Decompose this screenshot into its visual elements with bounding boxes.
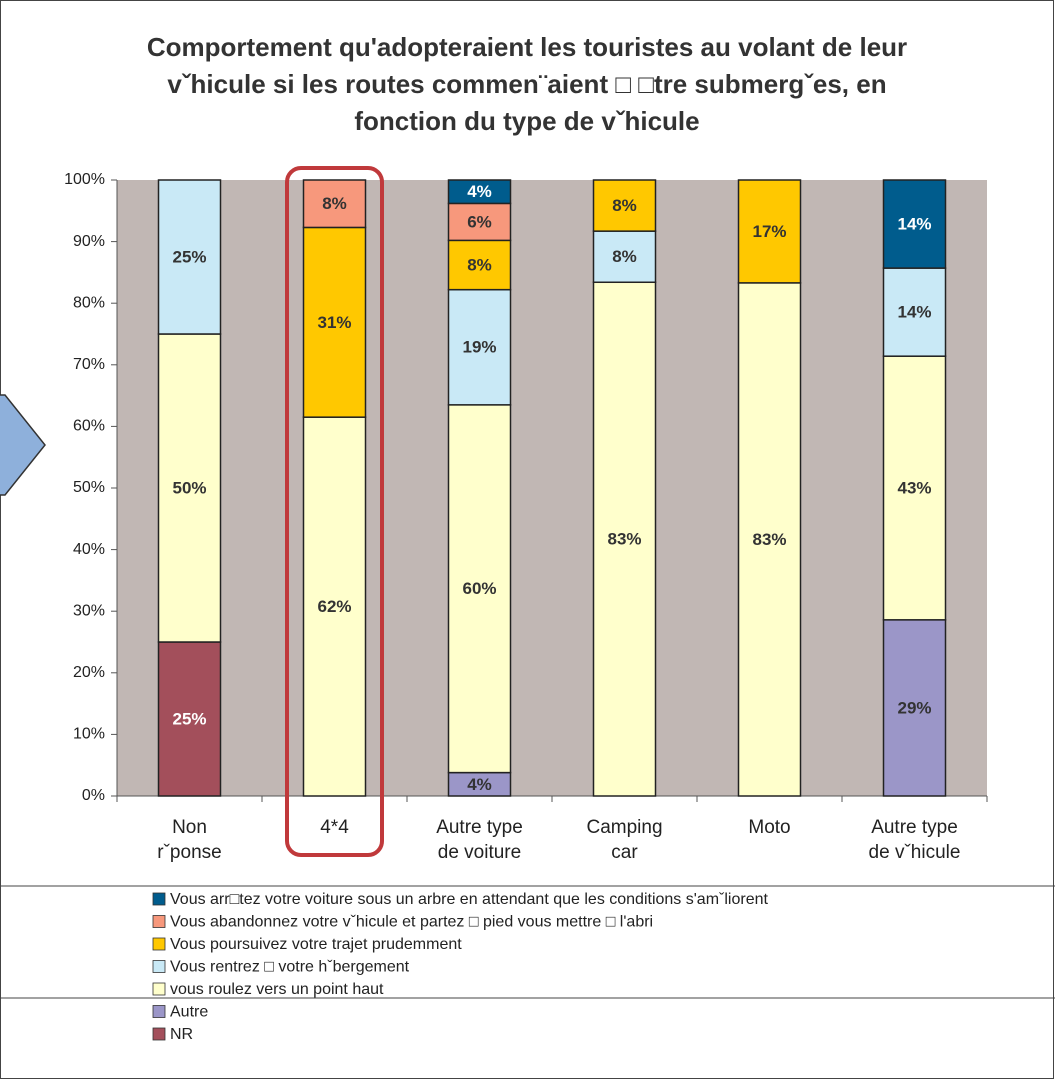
arrow-shape xyxy=(0,394,46,496)
plot-area: 0% 10% 20% 30% 40% 50% 60% 70% 80% 90% 100% 25% 50% 2… xyxy=(64,171,988,804)
bar-segment xyxy=(737,179,802,284)
y-tick-label: 60% xyxy=(73,418,105,435)
x-tick-label: Autre type de voiture xyxy=(436,817,523,863)
bar-segment xyxy=(157,179,222,335)
y-tick-label: 80% xyxy=(73,294,105,311)
y-tick-label: 0% xyxy=(82,787,105,804)
bar-segment xyxy=(447,202,512,242)
data-label: 6% xyxy=(467,212,492,231)
legend-label: Autre xyxy=(170,1004,208,1021)
bar-segment xyxy=(592,230,657,284)
data-label: 43% xyxy=(897,478,931,497)
bar-segment xyxy=(302,179,367,229)
x-tick-label: Moto xyxy=(748,817,791,838)
legend-swatch xyxy=(152,937,166,951)
data-label: 29% xyxy=(897,698,931,717)
bar-segment xyxy=(592,179,657,232)
legend-label: Vous abandonnez votre vˇhicule et partez… xyxy=(170,914,653,931)
data-label: 4% xyxy=(467,182,492,201)
data-label: 4% xyxy=(467,775,492,794)
bar-segment xyxy=(447,288,512,406)
y-tick-label: 90% xyxy=(73,233,105,250)
legend-swatch xyxy=(152,1005,166,1018)
x-tick-label: Camping car xyxy=(586,817,663,863)
data-label: 17% xyxy=(752,222,786,241)
legend-swatch xyxy=(152,892,166,906)
data-label: 62% xyxy=(317,597,351,616)
data-label: 14% xyxy=(897,303,931,322)
x-tick-label: 4*4 xyxy=(320,817,349,838)
bar-segment xyxy=(737,282,802,797)
bar-segment xyxy=(157,333,222,643)
y-tick-label: 20% xyxy=(73,664,105,681)
bar-segment xyxy=(882,619,947,797)
bar-segment xyxy=(302,226,367,418)
bar-segment xyxy=(302,416,367,797)
legend-label: Vous rentrez □ votre hˇbergement xyxy=(170,959,410,976)
data-label: 8% xyxy=(612,247,637,266)
legend-label: NR xyxy=(170,1026,193,1043)
y-tick-label: 40% xyxy=(73,541,105,558)
data-label: 50% xyxy=(172,478,206,497)
bar-segment xyxy=(882,267,947,357)
bar-segment xyxy=(447,179,512,205)
plot-background xyxy=(117,180,987,796)
data-label: 19% xyxy=(462,338,496,357)
legend-swatch xyxy=(152,982,166,996)
legend-label: Vous poursuivez votre trajet prudemment xyxy=(170,936,462,953)
x-tick-label: Autre type de vˇhicule xyxy=(868,817,961,863)
data-label: 31% xyxy=(317,313,351,332)
chart-title: Comportement qu'adopteraient les tourist… xyxy=(146,32,908,136)
legend-label: vous roulez vers un point haut xyxy=(170,981,384,998)
y-tick-label: 50% xyxy=(73,479,105,496)
bar-segment xyxy=(882,355,947,621)
x-tick-label: Non rˇponse xyxy=(157,817,222,863)
bar-segment xyxy=(447,404,512,774)
y-tick-label: 70% xyxy=(73,356,105,373)
y-tick-label: 100% xyxy=(64,171,105,188)
data-label: 83% xyxy=(752,530,786,549)
bar-segment xyxy=(157,641,222,797)
legend-swatch xyxy=(152,960,166,973)
legend-label: Vous arr□tez votre voiture sous un arbre… xyxy=(170,891,768,908)
bar-segment xyxy=(592,281,657,797)
y-tick-label: 10% xyxy=(73,726,105,743)
data-label: 8% xyxy=(612,196,637,215)
data-label: 8% xyxy=(467,255,492,274)
data-label: 60% xyxy=(462,579,496,598)
data-label: 83% xyxy=(607,530,641,549)
data-label: 25% xyxy=(172,247,206,266)
highlight-frame xyxy=(285,166,384,857)
legend-swatch xyxy=(152,1027,166,1041)
legend-swatch xyxy=(152,915,166,928)
bar-segment xyxy=(882,179,947,269)
bar-segment xyxy=(447,239,512,291)
y-tick-label: 30% xyxy=(73,602,105,619)
data-label: 8% xyxy=(322,194,347,213)
data-label: 14% xyxy=(897,215,931,234)
data-label: 25% xyxy=(172,709,206,728)
